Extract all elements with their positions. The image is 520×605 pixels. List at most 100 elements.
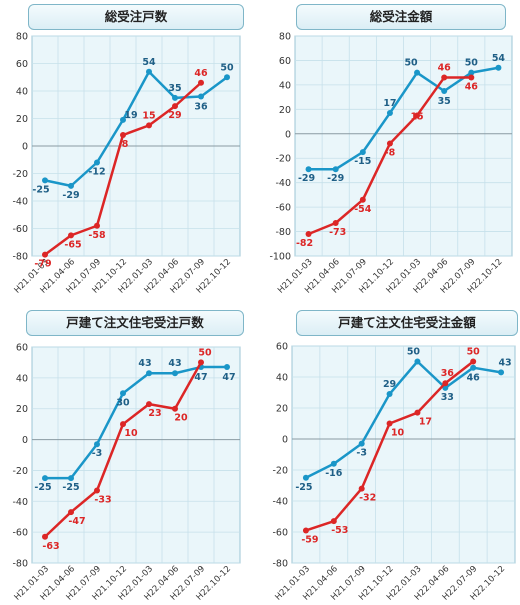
data-label-blue: -3 [356,448,367,459]
y-tick-label: -20 [275,154,291,165]
data-point-red [414,112,421,119]
y-tick-label: 20 [279,105,291,116]
y-tick-label: 40 [16,373,28,384]
data-label-red: -65 [64,239,81,250]
y-tick-label: 60 [16,59,28,70]
data-label-blue: -29 [298,173,315,184]
data-label-red: 10 [391,428,405,439]
data-label-red: 15 [410,111,423,122]
data-point-blue [498,369,505,376]
data-label-red: -73 [329,227,346,238]
y-tick-label: -100 [269,252,291,263]
data-label-blue: 43 [168,358,181,369]
data-label-red: -8 [385,148,396,159]
y-tick-label: -80 [272,559,288,570]
data-point-blue [120,116,126,123]
data-label-blue: 35 [438,96,451,107]
data-point-blue [330,460,337,467]
data-point-red [94,222,100,229]
data-point-red [120,421,126,428]
data-point-blue [468,69,475,76]
data-point-blue [302,474,309,481]
data-label-blue: 46 [467,373,481,384]
data-label-red: -58 [88,230,106,241]
data-label-blue: 50 [465,58,479,69]
line-chart: 806040200-20-40-60-80-100H21.01-03H21.04… [269,32,513,296]
data-point-blue [224,364,230,371]
y-tick-label: 40 [276,373,288,384]
data-label-red: 23 [148,408,161,419]
chart-panel-total-orders-units: 総受注戸数 80 60 40 20 0 -20 -40 -60 -80 H21.01-03 H21.… [0,0,260,302]
data-label-red: 50 [198,347,212,358]
data-point-blue [495,64,502,71]
data-point-red [198,359,204,366]
y-tick-label: -40 [12,497,28,508]
data-point-red [468,74,475,81]
data-label-blue: -25 [32,184,49,195]
data-point-blue [94,159,100,166]
data-label-red: 20 [174,413,188,424]
data-label-red: -59 [301,534,318,545]
data-label-blue: -25 [295,482,312,493]
y-tick-label: 0 [285,129,291,140]
data-label-blue: 47 [222,372,235,383]
data-label-blue: 19 [124,110,137,121]
series-line-blue [308,66,499,171]
data-label-red: -33 [94,494,111,505]
y-tick-label: -60 [275,203,291,214]
chart-panel-custom-homes-amount: 戸建て注文住宅受注金額 60 40 20 0 -20 -40 -60 -80 H21.01-03… [260,303,520,605]
data-point-blue [224,74,230,81]
data-label-blue: 17 [383,98,396,109]
data-point-red [198,79,204,86]
chart-title: 戸建て注文住宅受注戸数 [26,310,244,336]
data-label-red: 36 [441,368,455,379]
y-tick-label: -80 [12,252,28,263]
data-label-red: -54 [354,204,372,215]
data-point-red [94,487,100,494]
data-label-red: 15 [142,110,155,121]
data-point-blue [172,94,178,101]
y-tick-label: -20 [12,466,28,477]
y-tick-label: 20 [16,404,28,415]
data-point-red [68,509,74,516]
data-point-blue [414,358,421,365]
y-tick-label: 60 [276,342,288,353]
line-chart: 806040200-20-40-60-80H21.01-03H21.04-06H… [12,32,241,296]
data-label-red: -47 [68,516,85,527]
data-label-red: -63 [42,541,59,552]
data-point-red [42,533,48,540]
data-label-blue: -15 [354,156,371,167]
y-tick-label: -80 [12,559,28,570]
data-label-red: -82 [296,238,313,249]
data-label-blue: 54 [142,57,156,68]
data-point-red [414,409,421,416]
data-point-red [442,380,449,387]
y-tick-label: 0 [22,435,28,446]
data-point-red [359,196,366,203]
data-point-blue [470,364,477,371]
y-tick-label: -60 [12,224,28,235]
data-point-red [386,140,393,147]
data-point-blue [332,166,339,173]
data-label-blue: 54 [492,53,506,64]
data-point-red [305,231,312,237]
data-point-red [332,220,339,226]
data-label-blue: -25 [62,482,79,493]
data-label-red: 8 [122,139,129,150]
y-tick-label: 40 [16,87,28,98]
data-label-blue: 33 [441,392,454,403]
data-point-blue [68,182,74,189]
data-point-red [120,132,126,138]
data-point-blue [146,370,152,377]
data-label-red: -79 [34,259,51,270]
y-tick-label: 0 [22,142,28,153]
y-tick-label: 60 [16,343,28,354]
y-tick-label: 20 [276,404,288,415]
chart-title: 総受注戸数 [28,4,244,30]
data-label-red: 46 [438,63,452,74]
series-line-blue [305,360,502,479]
data-label-blue: 47 [194,372,207,383]
data-point-red [386,420,393,427]
data-point-blue [172,370,178,377]
data-point-blue [441,88,448,94]
